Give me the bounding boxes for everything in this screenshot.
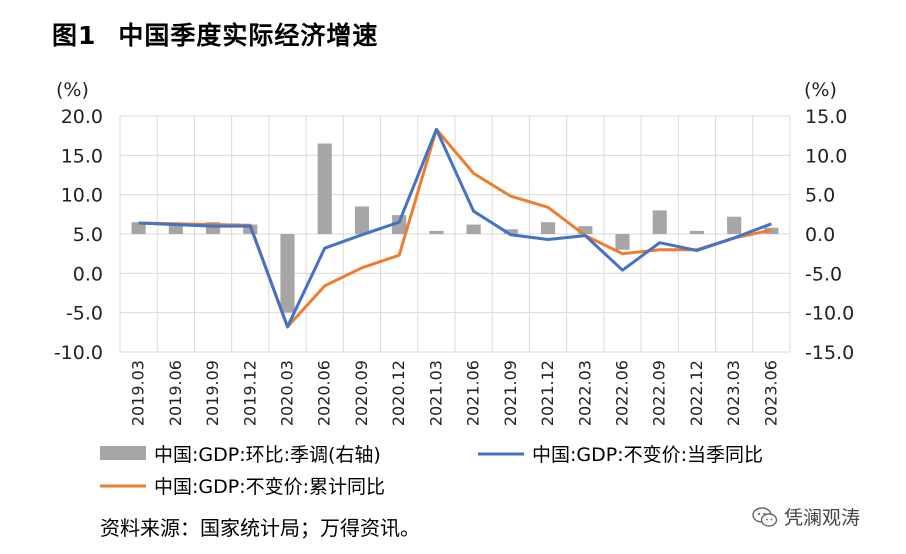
watermark-text: 凭澜观涛	[784, 507, 861, 529]
left-tick-label: 5.0	[73, 224, 103, 246]
bar	[168, 222, 183, 234]
bar	[466, 224, 481, 234]
x-tick-label: 2023.06	[761, 360, 780, 426]
series-line	[138, 127, 772, 329]
x-tick-label: 2021.09	[501, 360, 520, 426]
x-tick-label: 2021.03	[426, 360, 445, 426]
x-tick-label: 2020.03	[278, 360, 297, 426]
right-axis-unit: (%)	[804, 79, 837, 101]
source-note: 资料来源：国家统计局；万得资讯。	[100, 516, 420, 540]
right-tick-label: -10.0	[805, 303, 854, 325]
left-axis-ticks: 20.0 15.0 10.0 5.0 0.0 -5.0 -10.0	[54, 106, 103, 364]
right-tick-label: 15.0	[805, 106, 847, 128]
x-tick-label: 2021.12	[538, 360, 557, 426]
left-tick-label: 15.0	[61, 145, 103, 167]
bar	[131, 222, 146, 234]
bar	[540, 222, 556, 234]
bar	[503, 229, 518, 234]
lines-series	[138, 127, 772, 329]
bar	[578, 226, 593, 234]
chart-title: 图1 中国季度实际经济增速	[52, 16, 378, 52]
x-axis-ticks: 2019.03 2019.06 2019.09 2019.12 2020.03 2020.…	[129, 360, 781, 426]
right-tick-label: 5.0	[805, 185, 835, 207]
x-tick-label: 2022.03	[575, 360, 594, 426]
bar	[727, 216, 742, 234]
x-tick-label: 2022.06	[613, 360, 632, 426]
bar	[392, 215, 407, 234]
legend-swatch-bar	[100, 446, 146, 460]
figure-number: 图1	[52, 21, 97, 50]
right-tick-label: 10.0	[805, 145, 847, 167]
left-tick-label: 10.0	[61, 185, 103, 207]
legend-label: 中国:GDP:环比:季调(右轴)	[154, 444, 381, 466]
right-axis-ticks: 15.0 10.0 5.0 0.0 -5.0 -10.0 -15.0	[805, 106, 854, 364]
bar	[317, 143, 332, 234]
x-tick-label: 2020.06	[315, 360, 334, 426]
x-tick-label: 2022.09	[650, 360, 669, 426]
bar	[205, 222, 221, 234]
x-tick-label: 2023.03	[724, 360, 743, 426]
bar	[280, 234, 295, 313]
x-tick-label: 2021.06	[464, 360, 483, 426]
bar	[652, 210, 667, 234]
x-tick-label: 2019.09	[203, 360, 222, 426]
left-tick-label: 0.0	[73, 263, 103, 285]
x-tick-label: 2019.06	[166, 360, 185, 426]
legend-label: 中国:GDP:不变价:当季同比	[532, 444, 763, 466]
bar	[429, 230, 444, 234]
watermark: 凭澜观涛	[752, 503, 860, 530]
x-tick-label: 2022.12	[687, 360, 706, 426]
bar	[615, 234, 630, 250]
right-tick-label: -15.0	[805, 342, 854, 364]
x-tick-label: 2020.09	[352, 360, 371, 426]
title-text: 中国季度实际经济增速	[118, 21, 379, 50]
left-tick-label: -10.0	[54, 342, 103, 364]
left-axis-unit: (%)	[56, 79, 89, 101]
legend-label: 中国:GDP:不变价:累计同比	[154, 476, 385, 498]
left-tick-label: 20.0	[61, 106, 103, 128]
legend: 中国:GDP:环比:季调(右轴) 中国:GDP:不变价:当季同比中国:GDP:不变…	[100, 444, 763, 498]
right-tick-label: 0.0	[805, 224, 835, 246]
bar	[354, 206, 370, 234]
x-tick-label: 2019.12	[240, 360, 259, 426]
right-tick-label: -5.0	[805, 263, 842, 285]
bar	[689, 230, 705, 234]
gridlines	[119, 115, 791, 353]
x-tick-label: 2020.12	[389, 360, 408, 426]
bars-series	[131, 143, 779, 313]
left-tick-label: -5.0	[66, 303, 103, 325]
x-tick-label: 2019.03	[129, 360, 148, 426]
wechat-icon	[752, 506, 778, 527]
